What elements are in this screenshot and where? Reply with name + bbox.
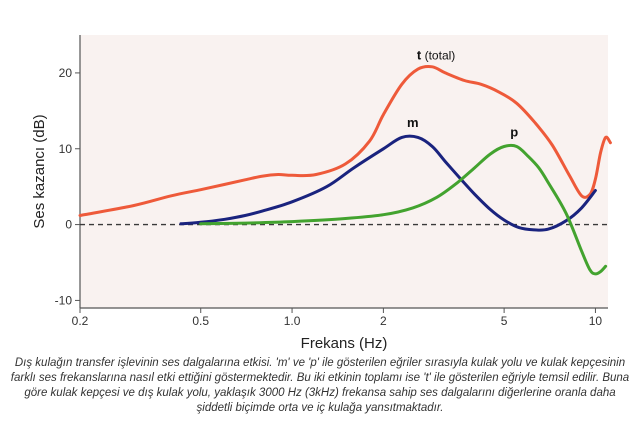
series-label-t: t (total) — [417, 47, 455, 62]
y-tick-label: -10 — [55, 293, 73, 307]
series-label-p: p — [510, 125, 518, 140]
series-line-p — [199, 143, 608, 276]
plot-background — [80, 35, 608, 308]
y-axis-title: Ses kazancı (dB) — [31, 114, 48, 228]
series-lines — [78, 64, 612, 276]
y-tick-label: 20 — [59, 66, 73, 80]
axes — [75, 35, 608, 313]
series-label-m: m — [407, 115, 419, 130]
series-line-t — [78, 64, 612, 217]
x-tick-label: 0.5 — [192, 314, 209, 328]
x-tick-label: 1.0 — [284, 314, 301, 328]
series-labels: t (total) m p — [407, 47, 518, 139]
x-tick-label: 0.2 — [72, 314, 89, 328]
x-tick-label: 2 — [380, 314, 387, 328]
y-tick-label: 10 — [59, 142, 73, 156]
x-axis-title: Frekans (Hz) — [301, 335, 388, 352]
figure-caption: Dış kulağın transfer işlevinin ses dalga… — [10, 357, 630, 414]
x-tick-label: 5 — [501, 314, 508, 328]
y-tick-label: 0 — [65, 218, 72, 232]
series-label-suffix: (total) — [421, 48, 455, 62]
x-tick-label: 10 — [589, 314, 603, 328]
tick-labels: 0.2 0.5 1.0 2 5 10 -10 0 10 20 — [55, 66, 603, 328]
series-line-m — [179, 134, 597, 232]
